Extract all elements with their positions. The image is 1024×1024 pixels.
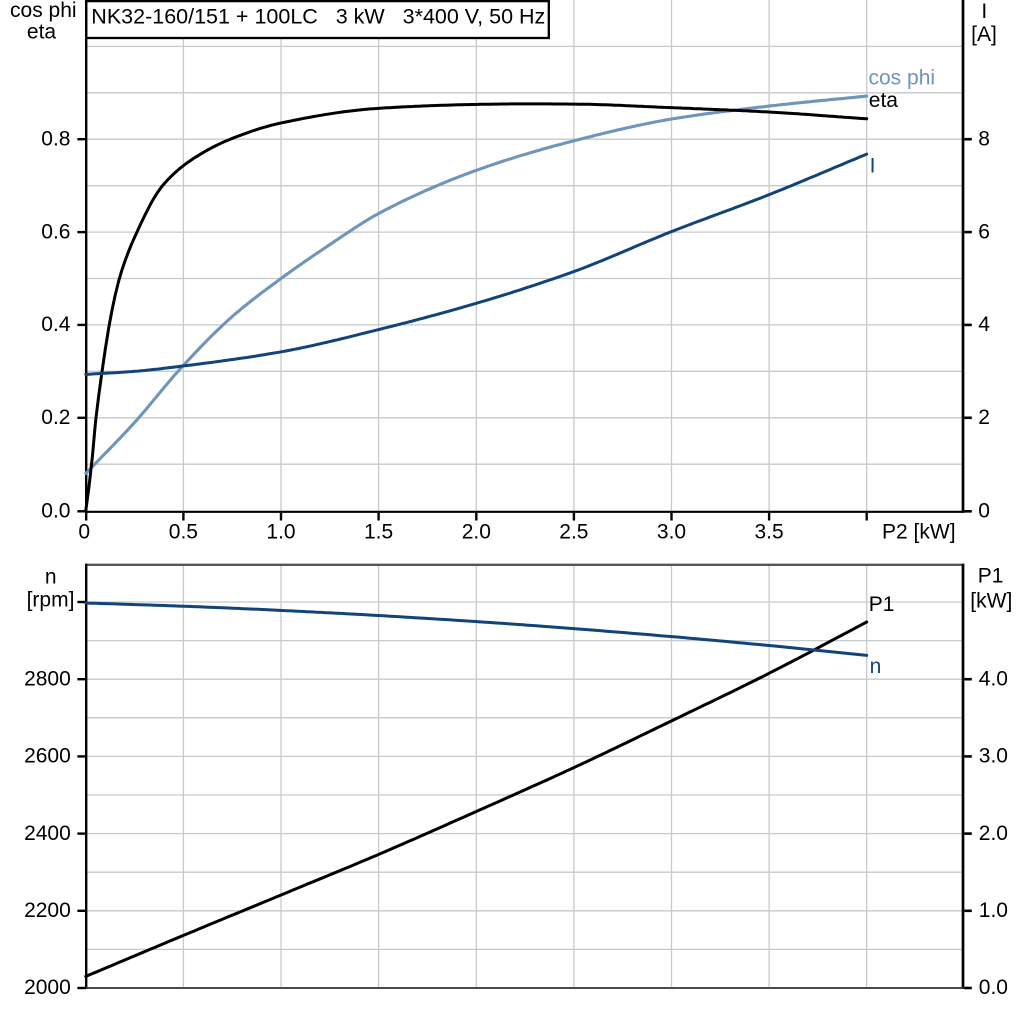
svg-text:0.4: 0.4 [41, 313, 71, 336]
svg-text:0: 0 [78, 521, 90, 544]
svg-text:n: n [870, 655, 882, 678]
svg-text:3.0: 3.0 [979, 745, 1008, 768]
svg-text:0.8: 0.8 [41, 127, 70, 150]
svg-text:I: I [981, 0, 987, 23]
svg-text:2: 2 [978, 406, 990, 429]
svg-text:cos phi: cos phi [10, 0, 77, 22]
svg-text:2.0: 2.0 [462, 521, 491, 544]
svg-text:eta: eta [27, 21, 57, 44]
svg-text:2400: 2400 [24, 822, 71, 845]
svg-text:1.5: 1.5 [364, 521, 393, 544]
svg-text:2600: 2600 [24, 745, 71, 768]
svg-text:3.0: 3.0 [657, 521, 686, 544]
svg-text:2.5: 2.5 [559, 521, 588, 544]
svg-text:P1: P1 [869, 593, 895, 616]
svg-text:0.2: 0.2 [41, 406, 70, 429]
svg-text:1.0: 1.0 [266, 521, 295, 544]
svg-text:0.6: 0.6 [41, 220, 70, 243]
svg-text:P2 [kW]: P2 [kW] [882, 521, 956, 544]
svg-text:2.0: 2.0 [979, 822, 1008, 845]
svg-text:2200: 2200 [24, 899, 71, 922]
svg-text:[kW]: [kW] [970, 589, 1012, 612]
svg-text:1.0: 1.0 [979, 899, 1008, 922]
svg-text:0.0: 0.0 [979, 976, 1008, 999]
svg-text:I: I [870, 155, 876, 178]
svg-text:eta: eta [869, 89, 899, 112]
svg-text:0.0: 0.0 [41, 500, 70, 523]
svg-text:0: 0 [978, 500, 990, 523]
svg-text:6: 6 [978, 220, 990, 243]
svg-text:cos phi: cos phi [869, 67, 936, 90]
svg-text:8: 8 [978, 127, 990, 150]
svg-text:2000: 2000 [24, 976, 71, 999]
svg-text:4: 4 [978, 313, 990, 336]
svg-text:[rpm]: [rpm] [27, 588, 75, 611]
svg-text:[A]: [A] [971, 23, 997, 46]
svg-text:n: n [45, 565, 57, 588]
svg-text:NK32-160/151 + 100LC 3 kW: NK32-160/151 + 100LC 3 kW 3*400 V, 50 Hz [91, 4, 545, 28]
svg-text:0.5: 0.5 [169, 521, 198, 544]
svg-text:P1: P1 [978, 565, 1004, 588]
svg-text:4.0: 4.0 [979, 667, 1008, 690]
svg-text:3.5: 3.5 [754, 521, 783, 544]
svg-text:2800: 2800 [24, 667, 71, 690]
